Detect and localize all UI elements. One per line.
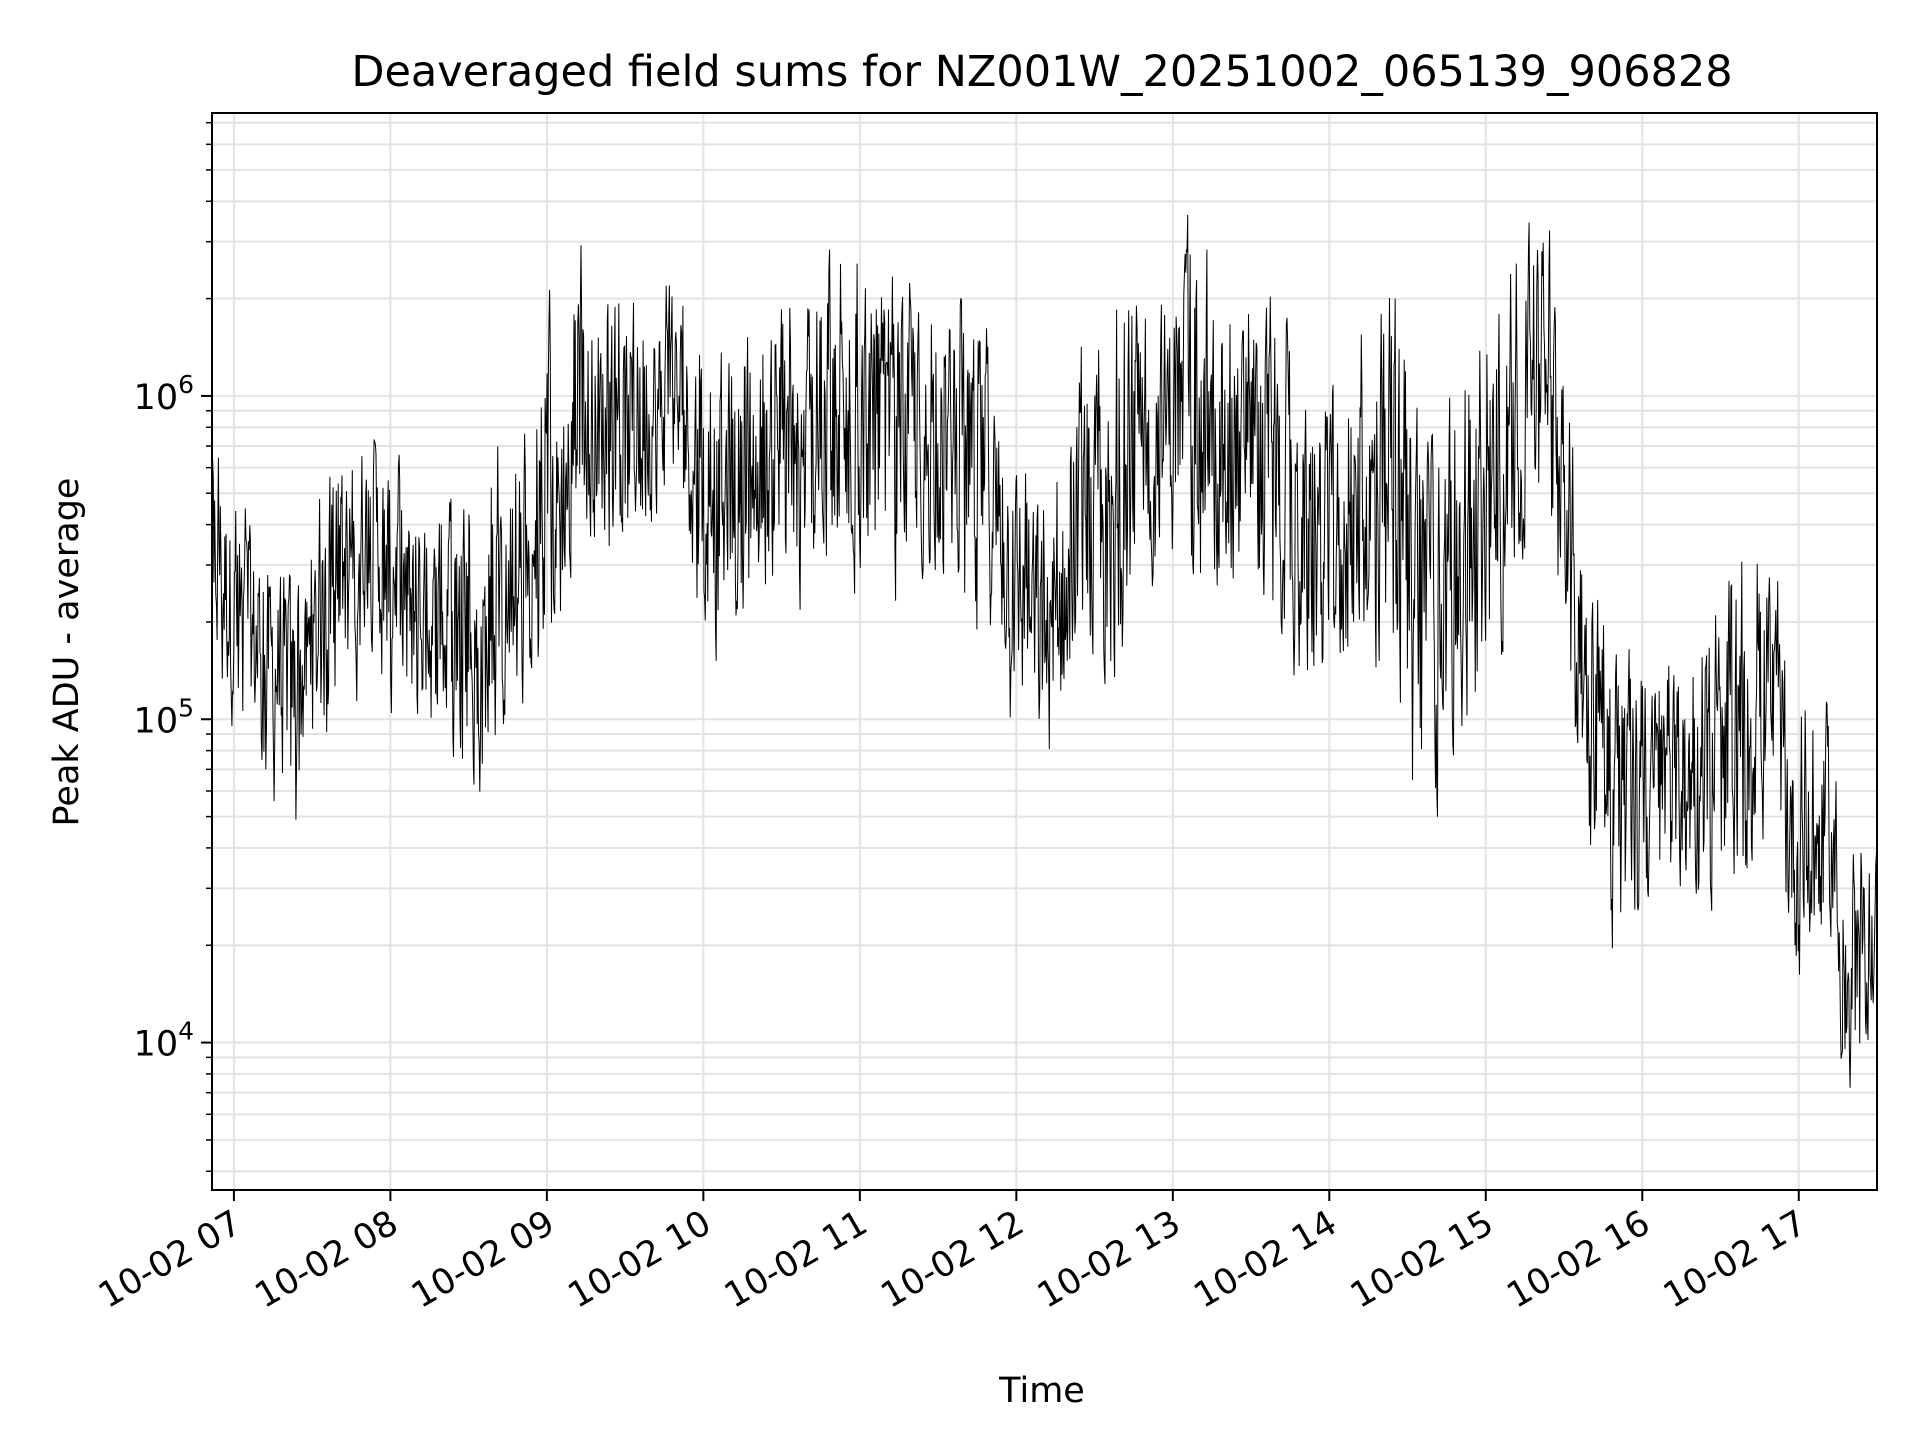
plot-frame: [211, 112, 1878, 1191]
plot-area: [212, 214, 1877, 1088]
grid-lines: [212, 113, 1877, 1190]
y-tick-label: 105: [134, 693, 194, 741]
y-tick-label: 104: [134, 1017, 194, 1065]
series-line: [212, 214, 1877, 1088]
chart-title: Deaveraged field sums for NZ001W_2025100…: [351, 47, 1732, 97]
y-axis-label: Peak ADU - average: [47, 478, 87, 827]
y-axis: 104 105 106: [134, 121, 212, 1172]
y-tick-label: 106: [134, 370, 194, 418]
x-axis-label: Time: [998, 1371, 1085, 1411]
